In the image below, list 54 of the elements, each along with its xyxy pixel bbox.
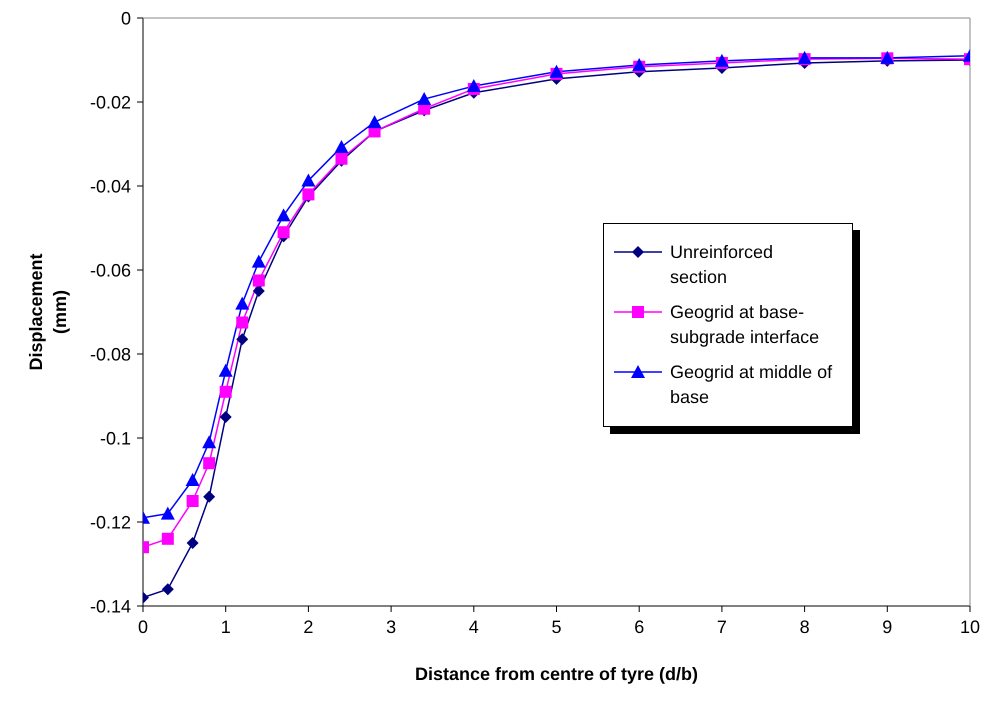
point [252,285,265,297]
x-tick-label: 2 [303,616,314,637]
x-tick-label: 10 [960,616,980,637]
point [218,364,233,377]
x-tick-label: 7 [716,616,727,637]
x-tick-label: 5 [551,616,562,637]
x-tick-label: 1 [220,616,231,637]
point [368,115,382,128]
point [276,208,291,222]
y-tick-label: -0.08 [90,344,131,364]
point [334,140,348,153]
point [301,174,316,187]
point [550,64,564,78]
legend-label: Geogrid at base-subgrade interface [670,301,820,349]
x-tick-label: 6 [634,616,644,637]
point [203,490,216,503]
point [235,296,250,310]
x-axis-title: Distance from centre of tyre (d/b) [414,664,698,684]
point [236,333,248,346]
point [160,506,175,520]
point [162,532,174,545]
y-tick-label: -0.1 [100,428,131,448]
point [302,188,314,200]
point [202,435,216,448]
x-tick-label: 3 [386,616,396,637]
point [186,537,199,549]
y-tick-label: -0.06 [90,260,131,280]
point [220,386,232,398]
point [466,79,481,92]
y-axis-title: Displacement (mm) [26,253,70,371]
point [252,274,265,286]
point [203,457,216,470]
point [632,58,646,72]
y-tick-label: 0 [120,8,131,28]
legend-label: Geogrid at middle of base [670,361,834,409]
point [278,226,290,238]
y-tick-label: -0.04 [90,176,131,196]
point [252,254,266,268]
point [714,54,729,67]
y-tick-label: -0.14 [90,596,131,616]
y-tick-label: -0.12 [90,512,131,532]
point [417,92,432,106]
x-tick-label: 8 [800,616,810,637]
x-tick-label: 4 [468,616,479,637]
point [186,495,199,507]
point [162,583,174,596]
point [236,316,248,328]
x-tick-label: 9 [882,616,892,637]
x-tick-label: 0 [138,616,148,637]
point [186,473,200,486]
point [220,411,232,423]
point [798,50,812,64]
y-tick-label: -0.02 [90,92,131,112]
legend-label: Unreinforced section [670,241,774,289]
